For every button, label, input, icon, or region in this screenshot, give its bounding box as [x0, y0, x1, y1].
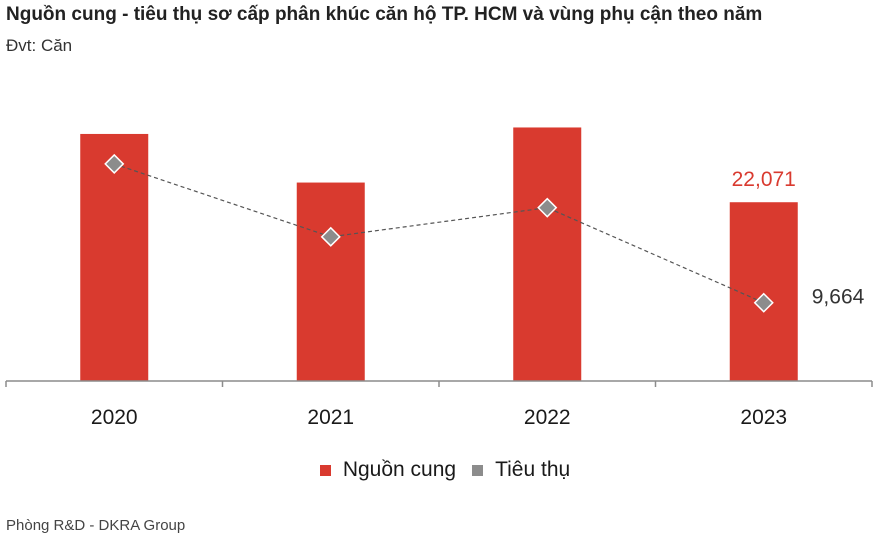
consumption-marker-2021	[320, 226, 341, 247]
legend-swatch-supply	[319, 464, 331, 476]
unit-label: Đvt: Căn	[6, 36, 73, 55]
consumption-marker-2020	[104, 153, 125, 174]
legend-item-supply: Nguồn cung	[319, 458, 457, 482]
consumption-marker-2022	[537, 197, 558, 218]
consumption-line	[114, 163, 764, 304]
legend-item-consumption: Tiêu thụ	[472, 458, 570, 482]
legend: Nguồn cung Tiêu thụ	[0, 458, 890, 482]
bar-2020	[80, 133, 149, 381]
chart-area: 22,071 2020 2021 2022 2023 9,664	[5, 127, 873, 429]
x-tick-label-2023: 2023	[740, 406, 787, 429]
consumption-label-2023: 9,664	[812, 286, 865, 309]
legend-swatch-consumption	[472, 464, 484, 476]
bar-2023	[729, 202, 798, 381]
x-tick-label-2020: 2020	[91, 406, 138, 429]
bar-2022	[513, 127, 582, 381]
bar-label-2023: 22,071	[732, 168, 796, 191]
x-tick-label-2022: 2022	[524, 406, 571, 429]
chart-title: Nguồn cung - tiêu thụ sơ cấp phân khúc c…	[6, 4, 763, 25]
x-tick-label-2021: 2021	[307, 406, 354, 429]
source-note: Phòng R&D - DKRA Group	[6, 517, 186, 534]
legend-label-consumption: Tiêu thụ	[495, 458, 571, 481]
consumption-marker-2023	[753, 292, 774, 313]
bar-2021	[296, 182, 365, 381]
legend-label-supply: Nguồn cung	[342, 458, 457, 481]
